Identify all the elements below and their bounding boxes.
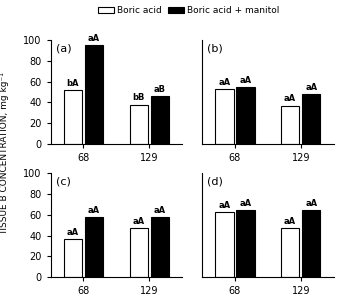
Bar: [281, 106, 299, 144]
Bar: [129, 104, 148, 144]
Bar: [281, 228, 299, 277]
Text: aA: aA: [133, 217, 145, 226]
Text: aA: aA: [239, 199, 251, 208]
Bar: [236, 209, 255, 277]
Bar: [64, 239, 82, 277]
Legend: Boric acid, Boric acid + manitol: Boric acid, Boric acid + manitol: [98, 6, 280, 15]
Text: (d): (d): [207, 176, 223, 186]
Text: aA: aA: [305, 199, 317, 208]
Text: aA: aA: [154, 206, 166, 215]
Text: aA: aA: [239, 76, 251, 85]
Bar: [151, 217, 169, 277]
Bar: [85, 217, 103, 277]
Text: bB: bB: [132, 93, 145, 103]
Text: bA: bA: [67, 79, 79, 88]
Text: TISSUE B CONCENTRATION, mg kg⁻¹: TISSUE B CONCENTRATION, mg kg⁻¹: [1, 73, 9, 235]
Text: aA: aA: [305, 83, 317, 92]
Text: aA: aA: [88, 206, 100, 215]
Bar: [215, 89, 234, 144]
Bar: [215, 212, 234, 277]
Text: (c): (c): [56, 176, 71, 186]
Bar: [129, 228, 148, 277]
Bar: [85, 45, 103, 144]
Bar: [236, 87, 255, 144]
Bar: [151, 96, 169, 144]
Text: (b): (b): [207, 43, 223, 53]
Text: aA: aA: [88, 34, 100, 43]
Text: aA: aA: [218, 201, 231, 209]
Bar: [302, 94, 320, 144]
Text: aB: aB: [154, 85, 166, 94]
Text: aA: aA: [67, 228, 79, 237]
Text: (a): (a): [56, 43, 71, 53]
Text: aA: aA: [284, 95, 296, 103]
Text: aA: aA: [284, 217, 296, 226]
Text: aA: aA: [218, 78, 231, 87]
Bar: [64, 90, 82, 144]
Bar: [302, 209, 320, 277]
